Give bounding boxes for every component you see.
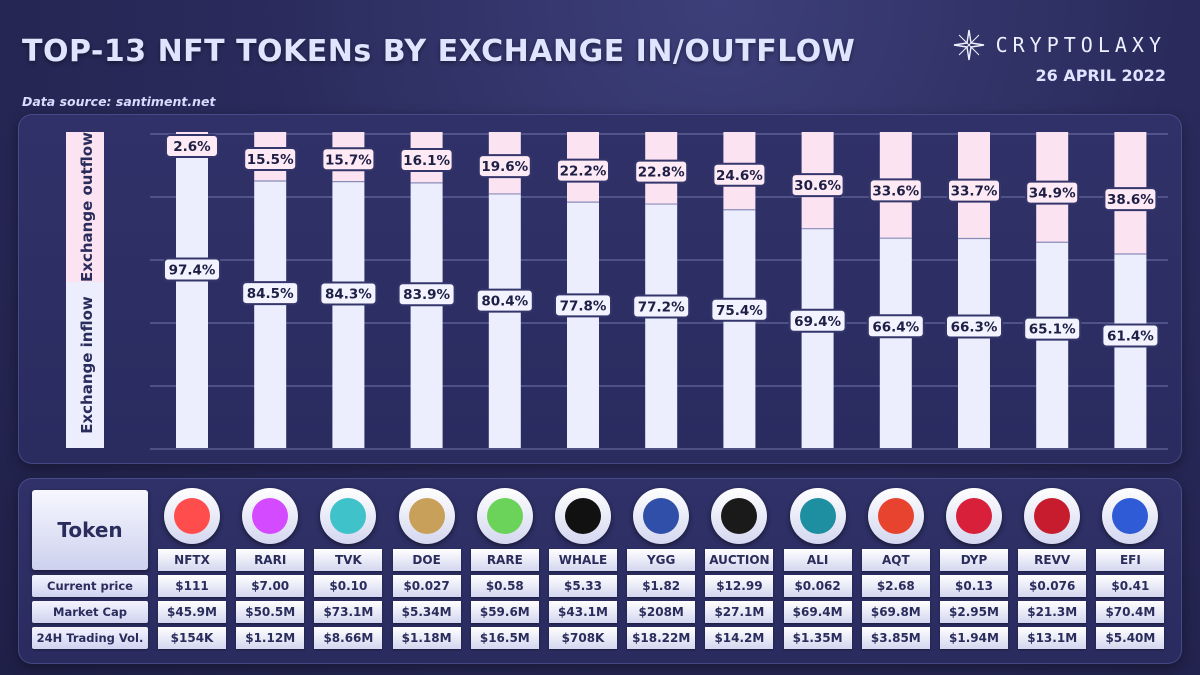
price-cell: $0.076: [1018, 575, 1087, 597]
data-source: Data source: santiment.net: [22, 94, 216, 109]
price-cell: $0.41: [1096, 575, 1165, 597]
token-symbol: RARI: [236, 549, 305, 571]
brand-name: CRYPTOLAXY: [995, 33, 1166, 57]
token-symbol: AQT: [861, 549, 930, 571]
market-cap-cell: $21.3M: [1018, 601, 1087, 623]
nftx-logo-icon: [164, 488, 220, 544]
price-cell: $0.58: [470, 575, 539, 597]
price-cell: $2.68: [861, 575, 930, 597]
price-cell: $0.13: [940, 575, 1008, 597]
nftx-logo-icon-mark: [174, 498, 210, 534]
doe-logo-icon-mark: [408, 498, 445, 534]
revv-logo-icon: [1024, 488, 1081, 544]
price-cell: $0.10: [314, 575, 383, 597]
volume-cell: $154K: [158, 627, 226, 649]
aqt-logo-icon-mark: [877, 498, 914, 534]
token-symbol: DYP: [940, 549, 1008, 571]
token-symbol: WHALE: [549, 549, 617, 571]
tvk-logo-icon: [320, 488, 377, 544]
ali-logo-icon: [789, 488, 846, 544]
report-date: 26 APRIL 2022: [1035, 66, 1166, 85]
volume-cell: $1.18M: [392, 627, 461, 649]
token-header: Token: [32, 490, 148, 570]
brand: CRYPTOLAXY: [952, 28, 1166, 62]
token-symbol: RARE: [470, 549, 539, 571]
token-symbol: AUCTION: [705, 549, 774, 571]
market-cap-cell: $27.1M: [705, 601, 774, 623]
rare-logo-icon-mark: [486, 498, 523, 534]
row-label-1: Market Cap: [32, 601, 148, 623]
volume-cell: $18.22M: [627, 627, 696, 649]
aqt-logo-icon: [867, 488, 924, 544]
page-title: TOP-13 NFT TOKENs BY EXCHANGE IN/OUTFLOW: [22, 34, 856, 69]
price-cell: $7.00: [236, 575, 305, 597]
price-cell: $111: [158, 575, 226, 597]
volume-cell: $5.40M: [1096, 627, 1165, 649]
whale-logo-icon-mark: [565, 498, 601, 534]
market-cap-cell: $2.95M: [940, 601, 1008, 623]
token-symbol: TVK: [314, 549, 383, 571]
ygg-logo-icon-mark: [643, 498, 680, 534]
volume-cell: $3.85M: [861, 627, 930, 649]
row-label-2: 24H Trading Vol.: [32, 627, 148, 649]
price-cell: $5.33: [549, 575, 617, 597]
price-cell: $0.027: [392, 575, 461, 597]
efi-logo-icon: [1102, 488, 1159, 544]
token-symbol: EFI: [1096, 549, 1165, 571]
auction-logo-icon: [711, 488, 768, 544]
market-cap-cell: $5.34M: [392, 601, 461, 623]
whale-logo-icon: [555, 488, 611, 544]
token-symbol: DOE: [392, 549, 461, 571]
market-cap-cell: $69.4M: [783, 601, 852, 623]
market-cap-cell: $43.1M: [549, 601, 617, 623]
volume-cell: $16.5M: [470, 627, 539, 649]
token-symbol: NFTX: [158, 549, 226, 571]
sparkle-logo-icon: [953, 29, 984, 61]
market-cap-cell: $59.6M: [470, 601, 539, 623]
chart-panel: [18, 114, 1182, 464]
volume-cell: $708K: [549, 627, 617, 649]
price-cell: $0.062: [783, 575, 852, 597]
price-cell: $12.99: [705, 575, 774, 597]
ali-logo-icon-mark: [799, 498, 836, 534]
revv-logo-icon-mark: [1034, 498, 1071, 534]
rare-logo-icon: [476, 488, 533, 544]
volume-cell: $8.66M: [314, 627, 383, 649]
price-cell: $1.82: [627, 575, 696, 597]
row-label-0: Current price: [32, 575, 148, 597]
market-cap-cell: $50.5M: [236, 601, 305, 623]
volume-cell: $1.12M: [236, 627, 305, 649]
tvk-logo-icon-mark: [330, 498, 367, 534]
efi-logo-icon-mark: [1112, 498, 1149, 534]
volume-cell: $1.94M: [940, 627, 1008, 649]
market-cap-cell: $208M: [627, 601, 696, 623]
market-cap-cell: $70.4M: [1096, 601, 1165, 623]
market-cap-cell: $73.1M: [314, 601, 383, 623]
rari-logo-icon-mark: [252, 498, 289, 534]
auction-logo-icon-mark: [721, 498, 758, 534]
doe-logo-icon: [398, 488, 455, 544]
token-symbol: REVV: [1018, 549, 1087, 571]
market-cap-cell: $69.8M: [861, 601, 930, 623]
volume-cell: $1.35M: [783, 627, 852, 649]
token-symbol: ALI: [783, 549, 852, 571]
dyp-logo-icon: [946, 488, 1002, 544]
market-cap-cell: $45.9M: [158, 601, 226, 623]
rari-logo-icon: [242, 488, 299, 544]
volume-cell: $13.1M: [1018, 627, 1087, 649]
dyp-logo-icon-mark: [956, 498, 992, 534]
volume-cell: $14.2M: [705, 627, 774, 649]
token-symbol: YGG: [627, 549, 696, 571]
ygg-logo-icon: [633, 488, 690, 544]
